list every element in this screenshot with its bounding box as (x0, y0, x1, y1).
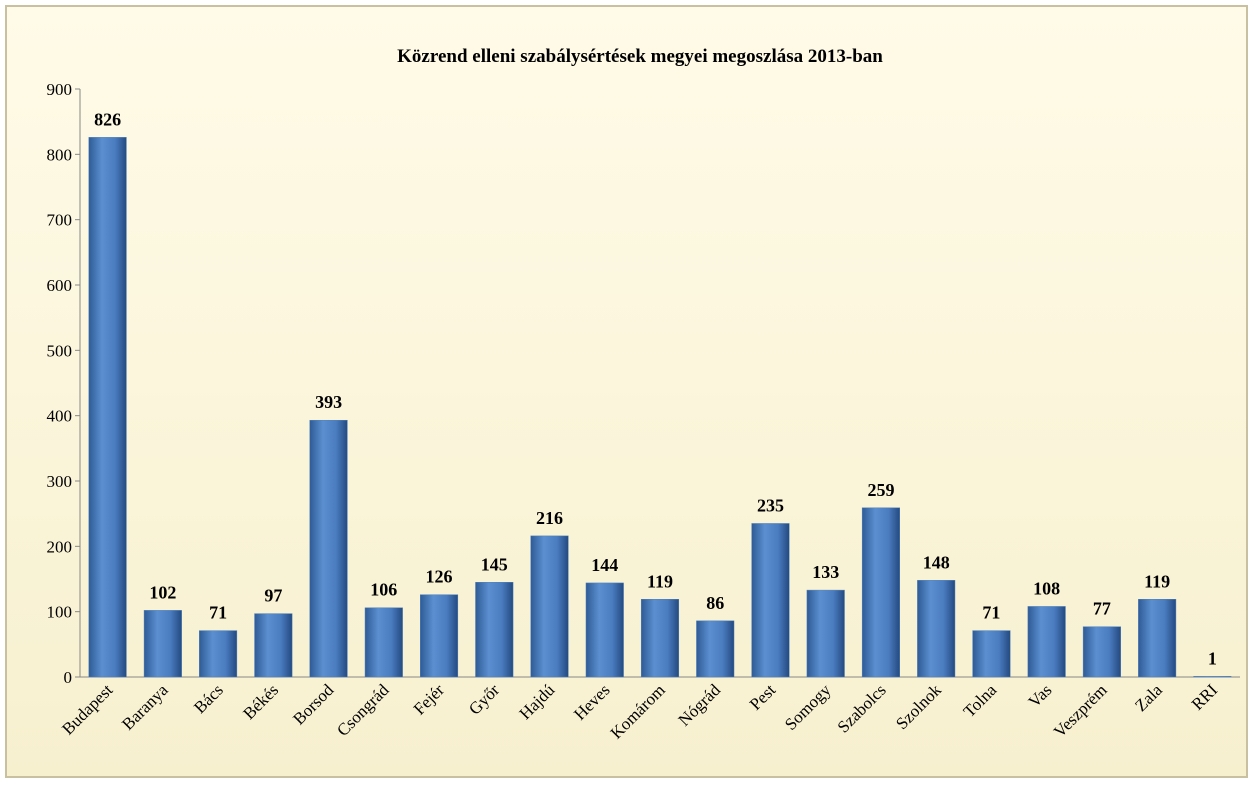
bar (254, 613, 293, 678)
y-tick-label: 500 (47, 341, 73, 360)
data-label: 71 (209, 603, 227, 623)
data-label: 259 (867, 480, 894, 500)
data-label: 393 (315, 392, 342, 412)
y-tick-label: 300 (47, 472, 73, 491)
bar (199, 630, 238, 678)
data-label: 133 (812, 562, 839, 582)
y-tick-label: 400 (47, 407, 73, 426)
y-tick-label: 700 (47, 211, 73, 230)
bar (143, 610, 182, 678)
bar (1027, 606, 1066, 678)
data-label: 126 (426, 567, 453, 587)
data-label: 119 (647, 571, 673, 591)
data-label: 216 (536, 508, 563, 528)
bar (861, 507, 900, 678)
y-tick-label: 200 (47, 537, 73, 556)
data-label: 97 (264, 586, 282, 606)
bar (917, 580, 956, 678)
bar (1138, 599, 1177, 678)
y-tick-label: 600 (47, 276, 73, 295)
bar (1193, 676, 1232, 678)
bar (751, 523, 790, 678)
y-tick-label: 100 (47, 603, 73, 622)
data-label: 119 (1144, 571, 1170, 591)
bar (364, 607, 403, 678)
data-label: 77 (1093, 599, 1111, 619)
data-label: 145 (481, 554, 508, 574)
data-label: 102 (149, 582, 176, 602)
data-label: 148 (923, 552, 950, 572)
bar (1082, 626, 1121, 678)
data-label: 1 (1208, 648, 1217, 668)
bar (640, 599, 680, 678)
data-label: 71 (982, 603, 1000, 623)
data-label: 235 (757, 495, 784, 515)
y-tick-label: 0 (64, 668, 73, 687)
bar (420, 594, 459, 678)
bar (806, 589, 845, 678)
bar (696, 620, 735, 678)
bar (585, 582, 624, 678)
chart-title: Közrend elleni szabálysértések megyei me… (397, 46, 883, 67)
data-label: 106 (370, 580, 397, 600)
bar (972, 630, 1011, 678)
data-label: 108 (1033, 578, 1060, 598)
bar (88, 137, 127, 678)
bar (530, 535, 569, 678)
data-label: 86 (706, 593, 724, 613)
data-label: 826 (94, 109, 121, 129)
data-label: 144 (591, 555, 618, 575)
y-tick-label: 900 (47, 80, 73, 99)
bar (475, 582, 514, 678)
bar (309, 419, 348, 678)
y-tick-label: 800 (47, 145, 73, 164)
